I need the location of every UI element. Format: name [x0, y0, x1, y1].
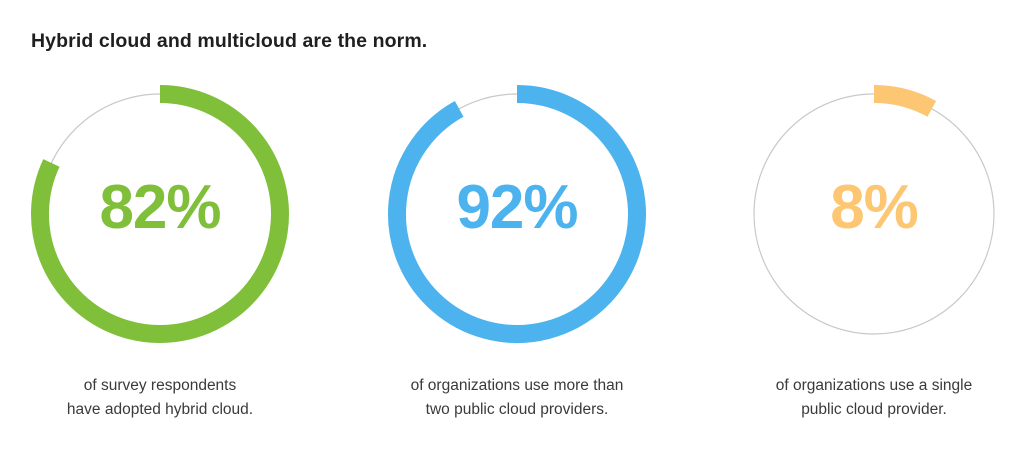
- donut-value-arc: [388, 85, 646, 343]
- chart-caption: of organizations use more than two publi…: [361, 374, 673, 422]
- caption-line-2: public cloud provider.: [801, 401, 947, 418]
- donut-chart-hybrid: 82% of survey respondents have adopted h…: [24, 78, 296, 428]
- caption-line-2: have adopted hybrid cloud.: [66, 401, 254, 418]
- percentage-value: 92%: [456, 173, 578, 242]
- donut-svg: [31, 85, 289, 343]
- donut-svg: [388, 85, 646, 343]
- chart-caption: of survey respondents have adopted hybri…: [4, 374, 316, 422]
- donut-value-arc: [31, 85, 289, 343]
- page-title: Hybrid cloud and multicloud are the norm…: [31, 30, 428, 52]
- donut-value-arc: [873, 85, 937, 117]
- donut-chart-multicloud: 92% of organizations use more than two p…: [381, 78, 653, 428]
- percentage-value: 82%: [99, 173, 221, 242]
- chart-caption: of organizations use a single public clo…: [718, 374, 1024, 422]
- donut-svg: [753, 85, 995, 335]
- caption-line-1: of survey respondents: [83, 377, 237, 394]
- percentage-value: 8%: [830, 173, 919, 242]
- caption-line-1: of organizations use a single: [775, 377, 973, 394]
- caption-line-2: two public cloud providers.: [425, 401, 609, 418]
- caption-line-1: of organizations use more than: [410, 377, 624, 394]
- donut-chart-single-provider: 8% of organizations use a single public …: [738, 78, 1010, 428]
